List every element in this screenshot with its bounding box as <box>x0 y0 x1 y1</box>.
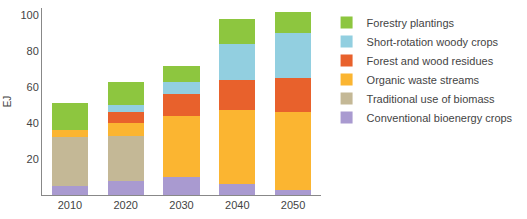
svg-text:2050: 2050 <box>281 199 305 211</box>
svg-text:Short-rotation woody crops: Short-rotation woody crops <box>367 36 499 48</box>
svg-text:40: 40 <box>27 117 39 129</box>
svg-text:2010: 2010 <box>58 199 82 211</box>
svg-text:Conventional bioenergy crops: Conventional bioenergy crops <box>367 112 513 124</box>
svg-text:Forestry plantings: Forestry plantings <box>367 17 455 29</box>
svg-text:Traditional use of biomass: Traditional use of biomass <box>367 93 495 105</box>
svg-text:2020: 2020 <box>113 199 137 211</box>
svg-text:60: 60 <box>27 81 39 93</box>
svg-text:EJ: EJ <box>2 96 13 108</box>
svg-text:80: 80 <box>27 45 39 57</box>
svg-text:2040: 2040 <box>225 199 249 211</box>
svg-text:Forest and wood residues: Forest and wood residues <box>367 55 494 67</box>
svg-text:Organic waste streams: Organic waste streams <box>367 74 480 86</box>
svg-text:2030: 2030 <box>169 199 193 211</box>
svg-text:20: 20 <box>27 153 39 165</box>
svg-text:100: 100 <box>20 9 38 21</box>
